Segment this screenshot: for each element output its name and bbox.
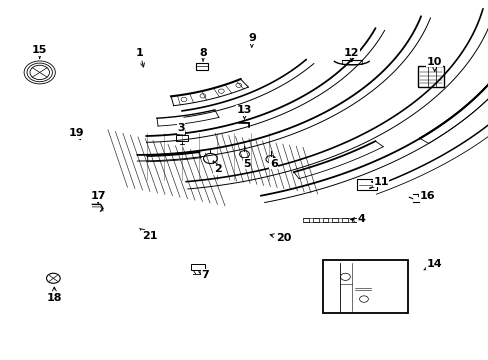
Text: 14: 14 [423, 259, 442, 270]
Text: 7: 7 [198, 270, 209, 280]
FancyBboxPatch shape [303, 219, 308, 222]
FancyBboxPatch shape [331, 219, 337, 222]
Text: 5: 5 [243, 158, 250, 169]
FancyBboxPatch shape [356, 179, 376, 190]
FancyBboxPatch shape [195, 63, 207, 69]
FancyBboxPatch shape [341, 219, 347, 222]
FancyBboxPatch shape [312, 219, 318, 222]
FancyBboxPatch shape [322, 260, 407, 314]
Text: 2: 2 [213, 161, 221, 174]
Text: 20: 20 [269, 233, 290, 243]
Text: 18: 18 [46, 287, 62, 303]
Text: 11: 11 [370, 177, 388, 187]
FancyBboxPatch shape [176, 135, 188, 141]
Text: 3: 3 [177, 123, 185, 134]
Text: 6: 6 [269, 158, 277, 169]
Text: 4: 4 [350, 215, 365, 224]
Text: 21: 21 [140, 228, 157, 240]
Text: 12: 12 [344, 48, 359, 62]
FancyBboxPatch shape [322, 219, 328, 222]
Text: 9: 9 [247, 33, 255, 47]
Text: 1: 1 [136, 48, 144, 67]
Text: 15: 15 [32, 45, 47, 59]
Text: 10: 10 [426, 57, 442, 71]
Text: 13: 13 [236, 105, 252, 119]
Text: 19: 19 [68, 129, 84, 140]
FancyBboxPatch shape [190, 264, 205, 270]
Text: 16: 16 [418, 191, 434, 201]
FancyBboxPatch shape [351, 219, 357, 222]
Text: 8: 8 [199, 48, 206, 61]
FancyBboxPatch shape [417, 66, 444, 87]
Text: 17: 17 [90, 191, 106, 203]
